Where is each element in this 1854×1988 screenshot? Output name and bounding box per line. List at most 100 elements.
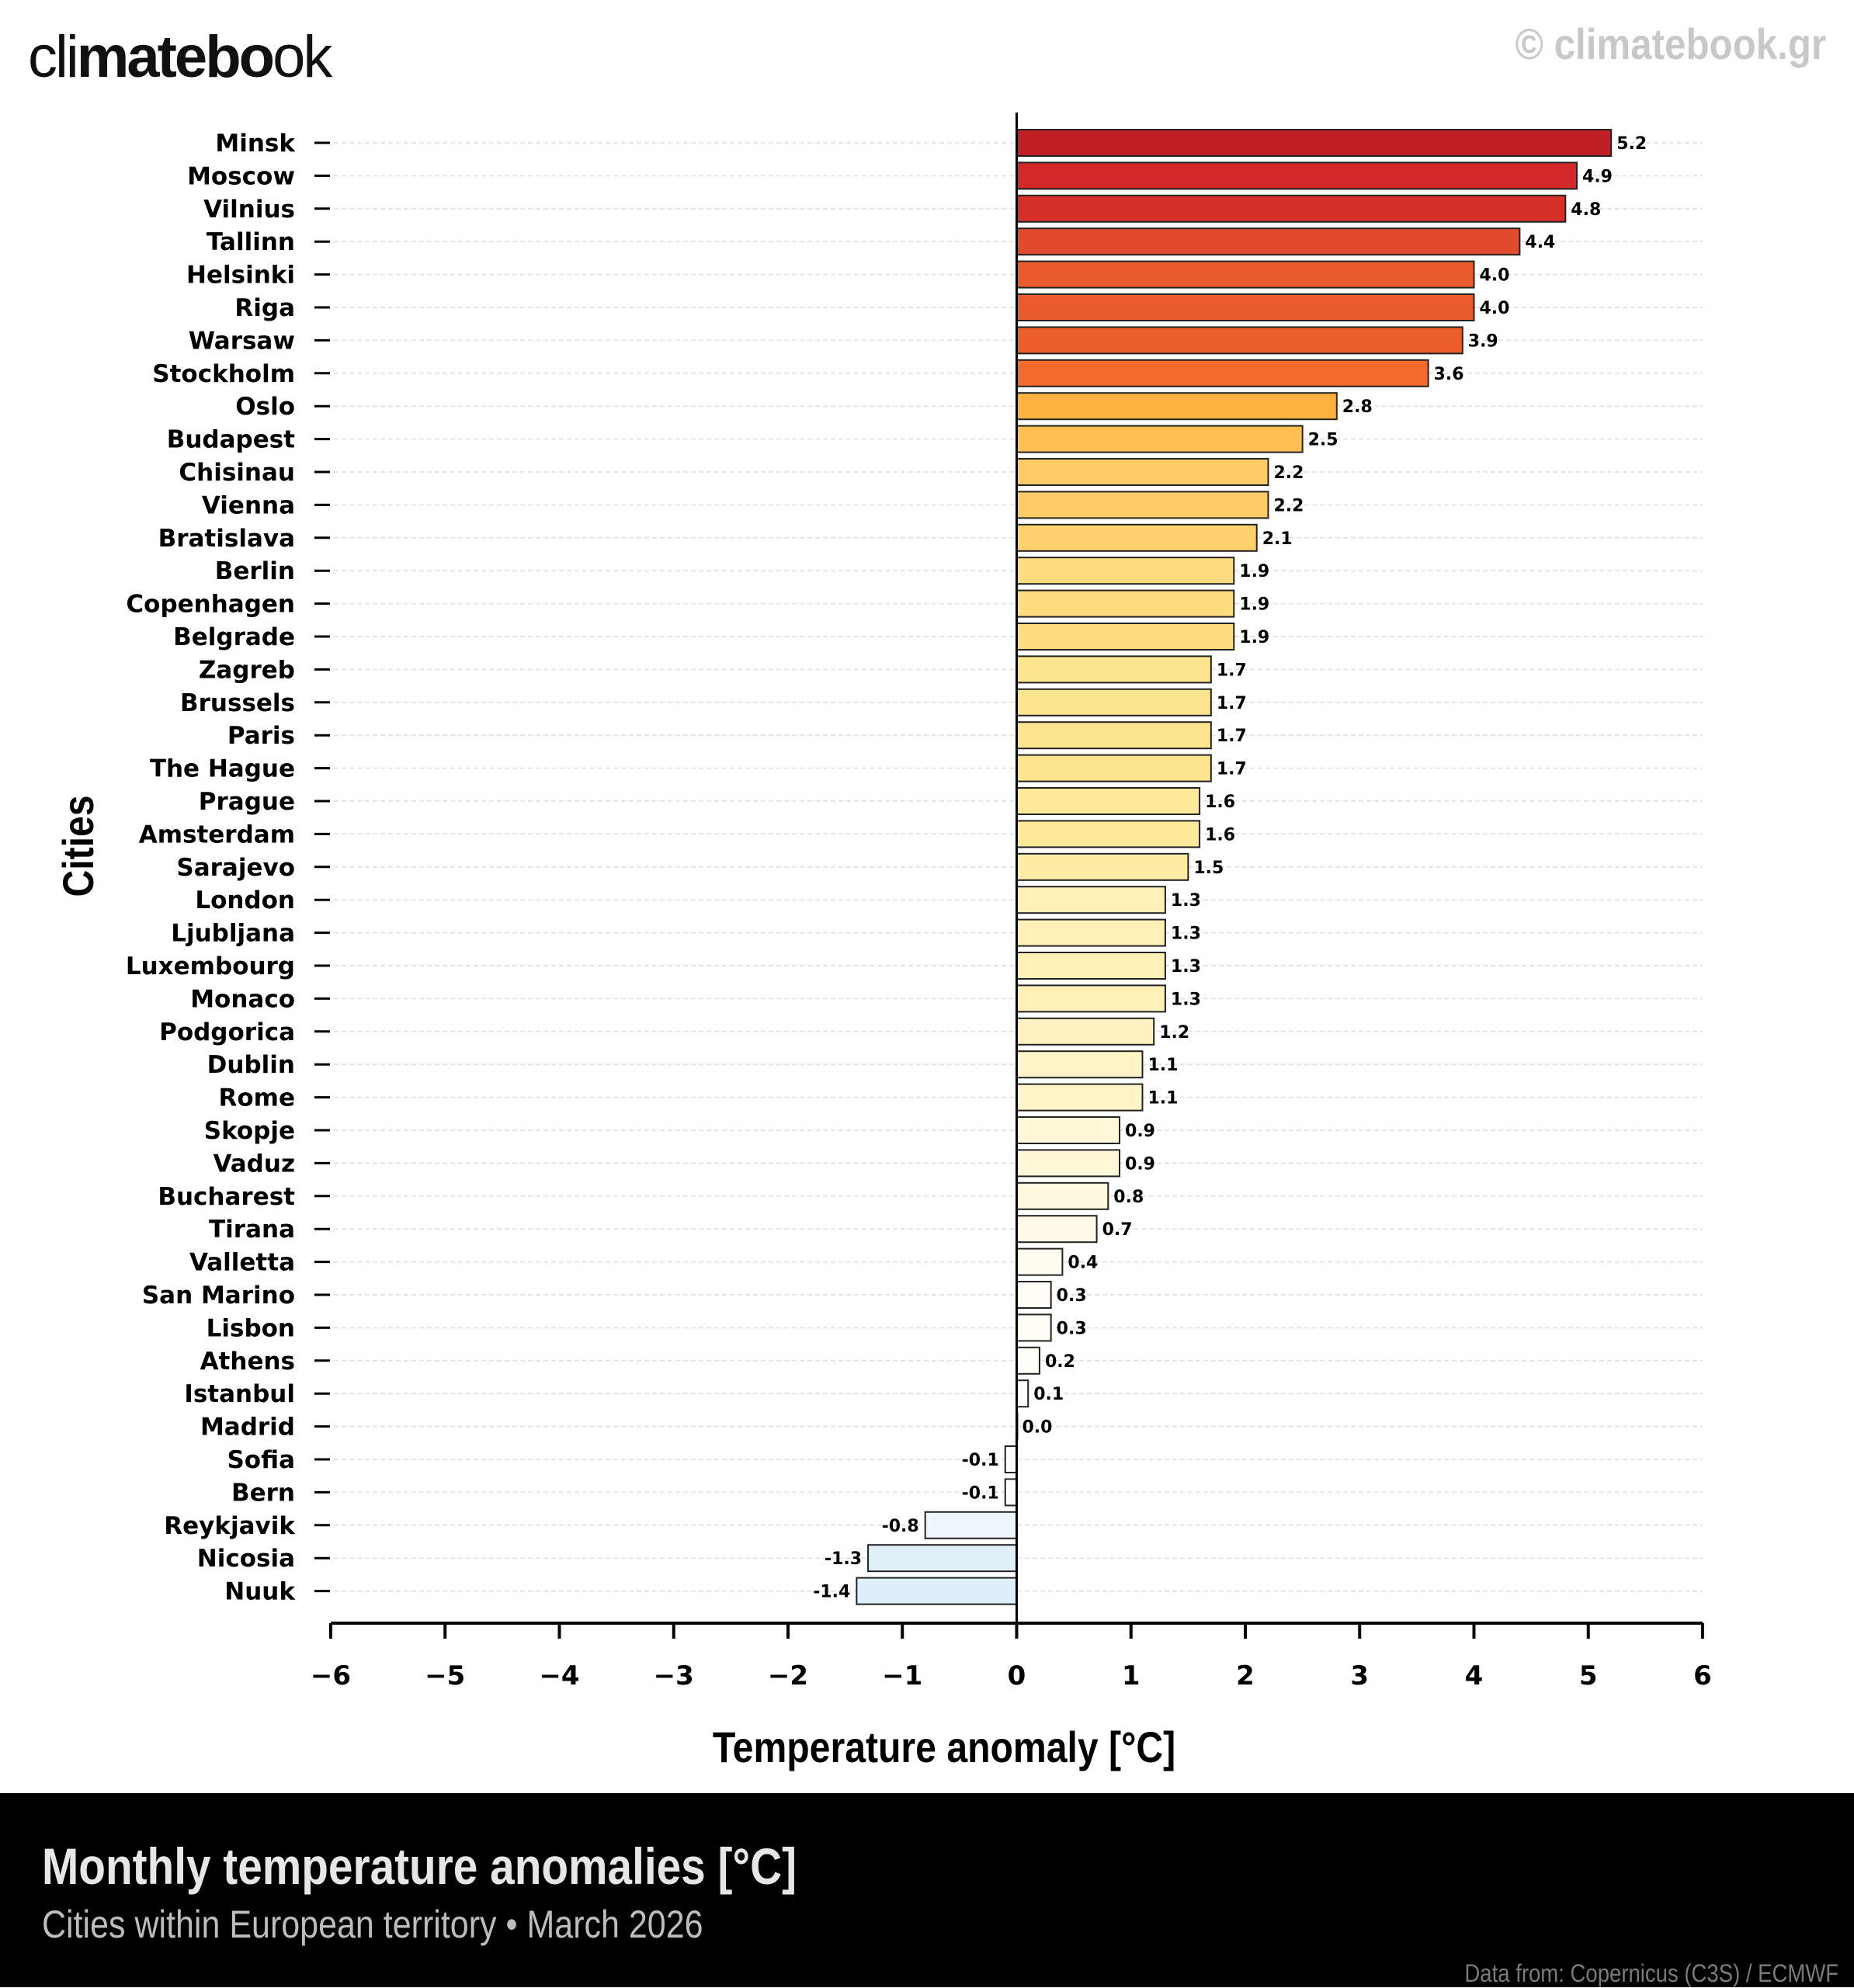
value-label: 1.5 (1193, 859, 1224, 878)
bar (1016, 721, 1212, 750)
bar (1016, 1181, 1109, 1210)
bar (1016, 1149, 1121, 1178)
bars (856, 129, 1613, 1605)
x-tick-label: −3 (654, 1660, 694, 1691)
city-label: Bern (231, 1479, 295, 1507)
bar (1004, 1478, 1018, 1507)
bar (1016, 557, 1235, 585)
value-label: 1.6 (1205, 793, 1235, 812)
value-label: 4.0 (1480, 266, 1510, 286)
logo-part: ok (273, 24, 332, 90)
city-label: Vilnius (203, 196, 295, 224)
city-label: Sofia (227, 1446, 295, 1474)
city-label: Bratislava (158, 525, 295, 553)
bar (924, 1511, 1018, 1539)
x-tick-label: −2 (768, 1660, 808, 1691)
value-labels: 5.24.94.84.44.04.03.93.62.82.52.22.22.11… (813, 134, 1647, 1602)
bar (1016, 1281, 1052, 1309)
value-label: 0.9 (1125, 1154, 1155, 1174)
city-label: Sarajevo (176, 854, 295, 882)
value-label: 2.8 (1342, 397, 1373, 417)
bar (867, 1544, 1018, 1573)
x-tick-label: 5 (1579, 1660, 1598, 1691)
value-label: 0.1 (1033, 1385, 1064, 1404)
x-tick-label: −5 (425, 1660, 465, 1691)
city-label: Luxembourg (126, 952, 295, 980)
city-label: Lisbon (207, 1314, 295, 1342)
city-label: Rome (219, 1084, 296, 1112)
bar (1016, 1017, 1155, 1046)
x-tick-label: 4 (1465, 1660, 1484, 1691)
x-tick-label: 6 (1693, 1660, 1712, 1691)
city-label: Madrid (200, 1414, 295, 1442)
value-label: 1.2 (1159, 1023, 1189, 1043)
city-label: Chisinau (179, 459, 295, 487)
chart-subtitle: Cities within European territory • March… (42, 1903, 703, 1946)
x-axis-label: Temperature anomaly [°C] (713, 1724, 1175, 1772)
x-axis: −6 −5 −4 −3 −2 −1 0 1 2 3 4 5 6 (311, 113, 1712, 1691)
value-label: 0.3 (1057, 1319, 1087, 1338)
value-label: 2.5 (1308, 431, 1338, 450)
bar (1016, 523, 1258, 552)
city-label: Warsaw (189, 327, 295, 355)
bar (1016, 161, 1578, 190)
bar (1016, 425, 1304, 453)
city-label: Podgorica (159, 1018, 295, 1046)
value-label: 0.7 (1102, 1220, 1133, 1240)
value-label: 1.9 (1239, 628, 1269, 647)
bar (1016, 886, 1166, 914)
value-label: 4.0 (1480, 299, 1510, 318)
city-label: Budapest (167, 426, 295, 454)
value-label: -0.1 (962, 1483, 999, 1503)
value-label: 4.8 (1571, 200, 1601, 220)
city-label: London (195, 886, 295, 914)
value-label: 1.3 (1171, 891, 1201, 911)
city-label: Ljubljana (171, 920, 295, 948)
city-label: Tirana (209, 1216, 295, 1244)
bar (1016, 984, 1166, 1013)
value-label: 1.1 (1147, 1089, 1178, 1108)
logo-part: cli (28, 24, 79, 90)
bar (1016, 688, 1212, 716)
bar (1016, 227, 1521, 256)
value-label: 1.3 (1171, 925, 1201, 944)
copyright-watermark: © climatebook.gr (1515, 19, 1826, 68)
value-label: 0.8 (1113, 1188, 1144, 1207)
bar (1016, 952, 1166, 980)
bar (1016, 787, 1201, 815)
value-label: 1.7 (1217, 694, 1247, 713)
bar (1016, 293, 1475, 321)
city-label: Nuuk (224, 1578, 296, 1606)
bar (1016, 326, 1463, 355)
bar (1016, 1247, 1064, 1276)
bar (1016, 1050, 1144, 1079)
value-label: 1.9 (1239, 562, 1269, 581)
bar (1016, 1379, 1029, 1408)
value-label: 2.2 (1273, 496, 1304, 515)
city-label: Bucharest (158, 1183, 295, 1211)
city-label: Athens (200, 1348, 295, 1376)
value-label: -1.4 (813, 1583, 850, 1602)
city-label: Vienna (202, 491, 295, 519)
city-label: Istanbul (184, 1380, 295, 1408)
city-label: Skopje (204, 1117, 295, 1145)
value-label: 1.1 (1147, 1056, 1178, 1075)
value-label: 0.3 (1057, 1286, 1087, 1306)
x-tick-label: −1 (882, 1660, 922, 1691)
bar (1016, 820, 1201, 848)
bar-chart: Minsk Moscow Vilnius Tallinn Helsinki Riga War… (55, 113, 1712, 1772)
x-tick-label: −6 (311, 1660, 351, 1691)
value-label: 1.3 (1171, 990, 1201, 1009)
city-label: Stockholm (152, 360, 295, 388)
city-label: Belgrade (173, 623, 295, 651)
city-label: Paris (227, 722, 295, 750)
value-label: -1.3 (825, 1549, 862, 1569)
bar (1016, 1346, 1040, 1375)
city-label: Tallinn (207, 228, 295, 256)
value-label: 0.2 (1045, 1352, 1075, 1372)
city-label: Nicosia (197, 1545, 295, 1573)
value-label: 1.6 (1205, 825, 1235, 845)
value-label: 5.2 (1616, 134, 1647, 154)
value-label: 1.3 (1171, 957, 1201, 977)
bar (1016, 1083, 1144, 1112)
